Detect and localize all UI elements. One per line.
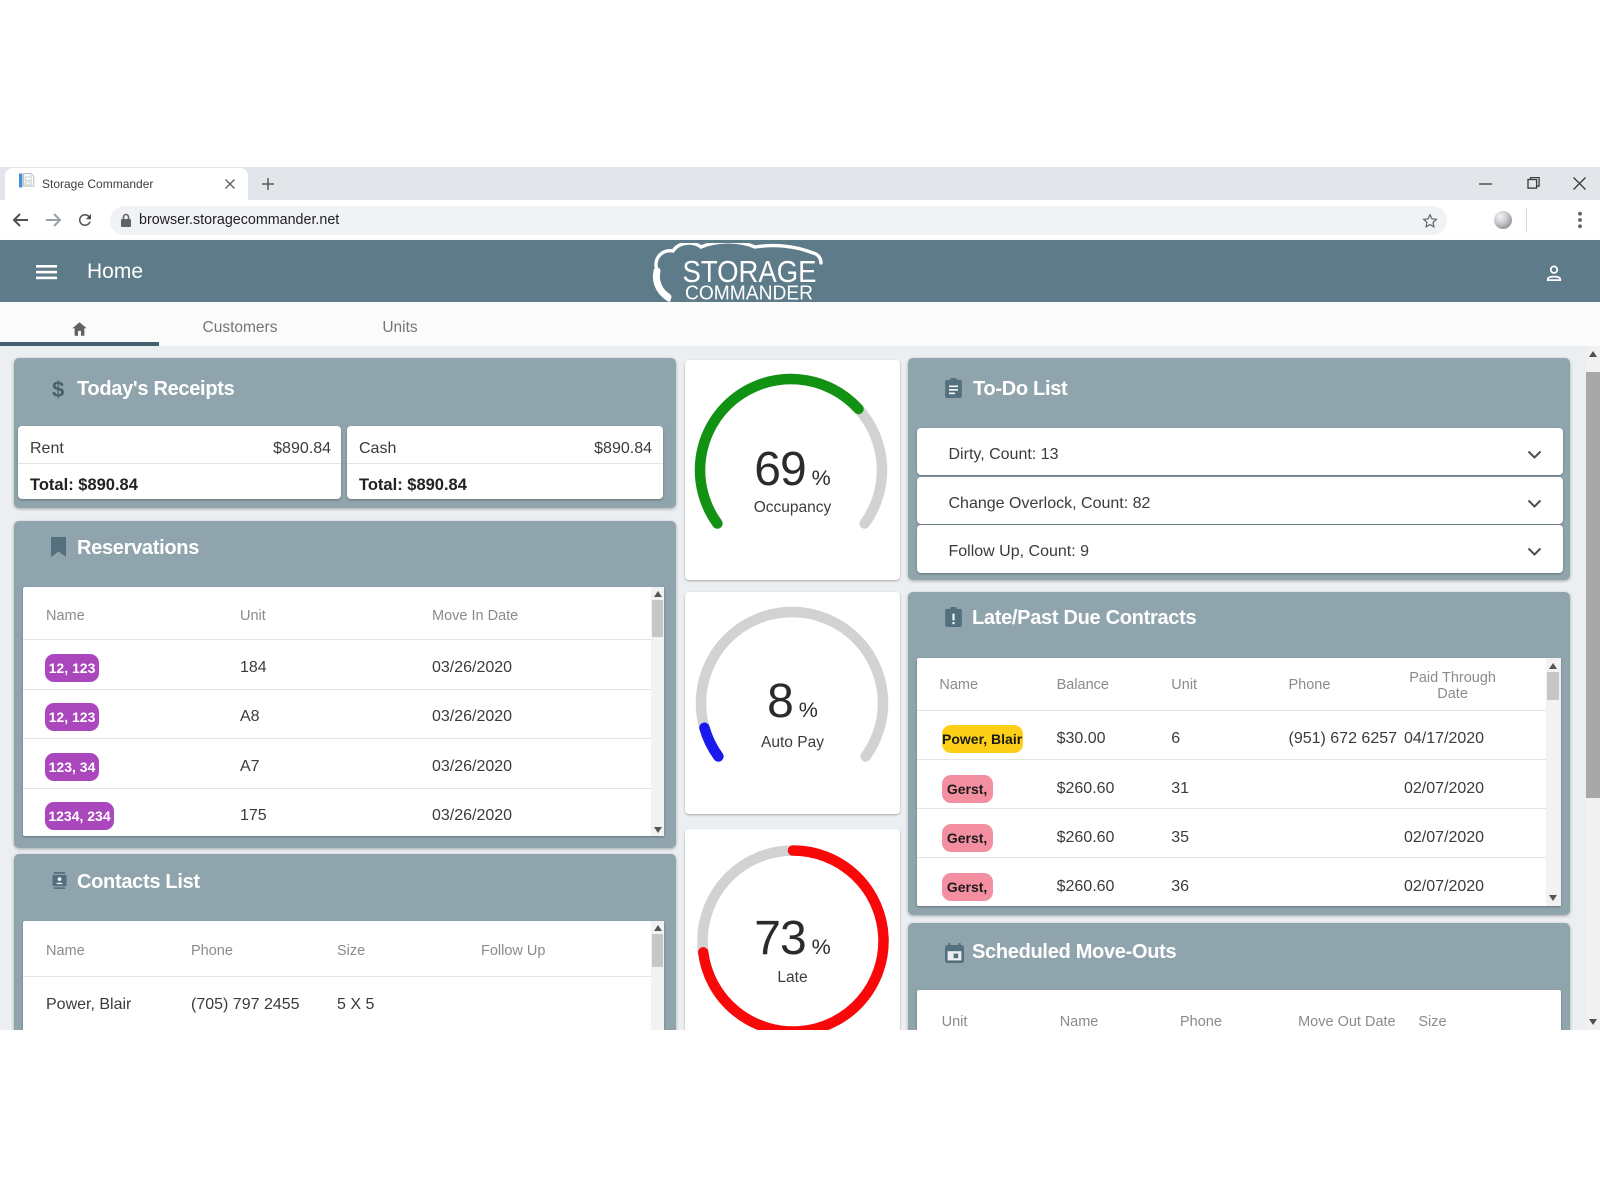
svg-text:STORAGE: STORAGE (683, 254, 817, 289)
svg-text:COMMANDER: COMMANDER (685, 283, 813, 303)
